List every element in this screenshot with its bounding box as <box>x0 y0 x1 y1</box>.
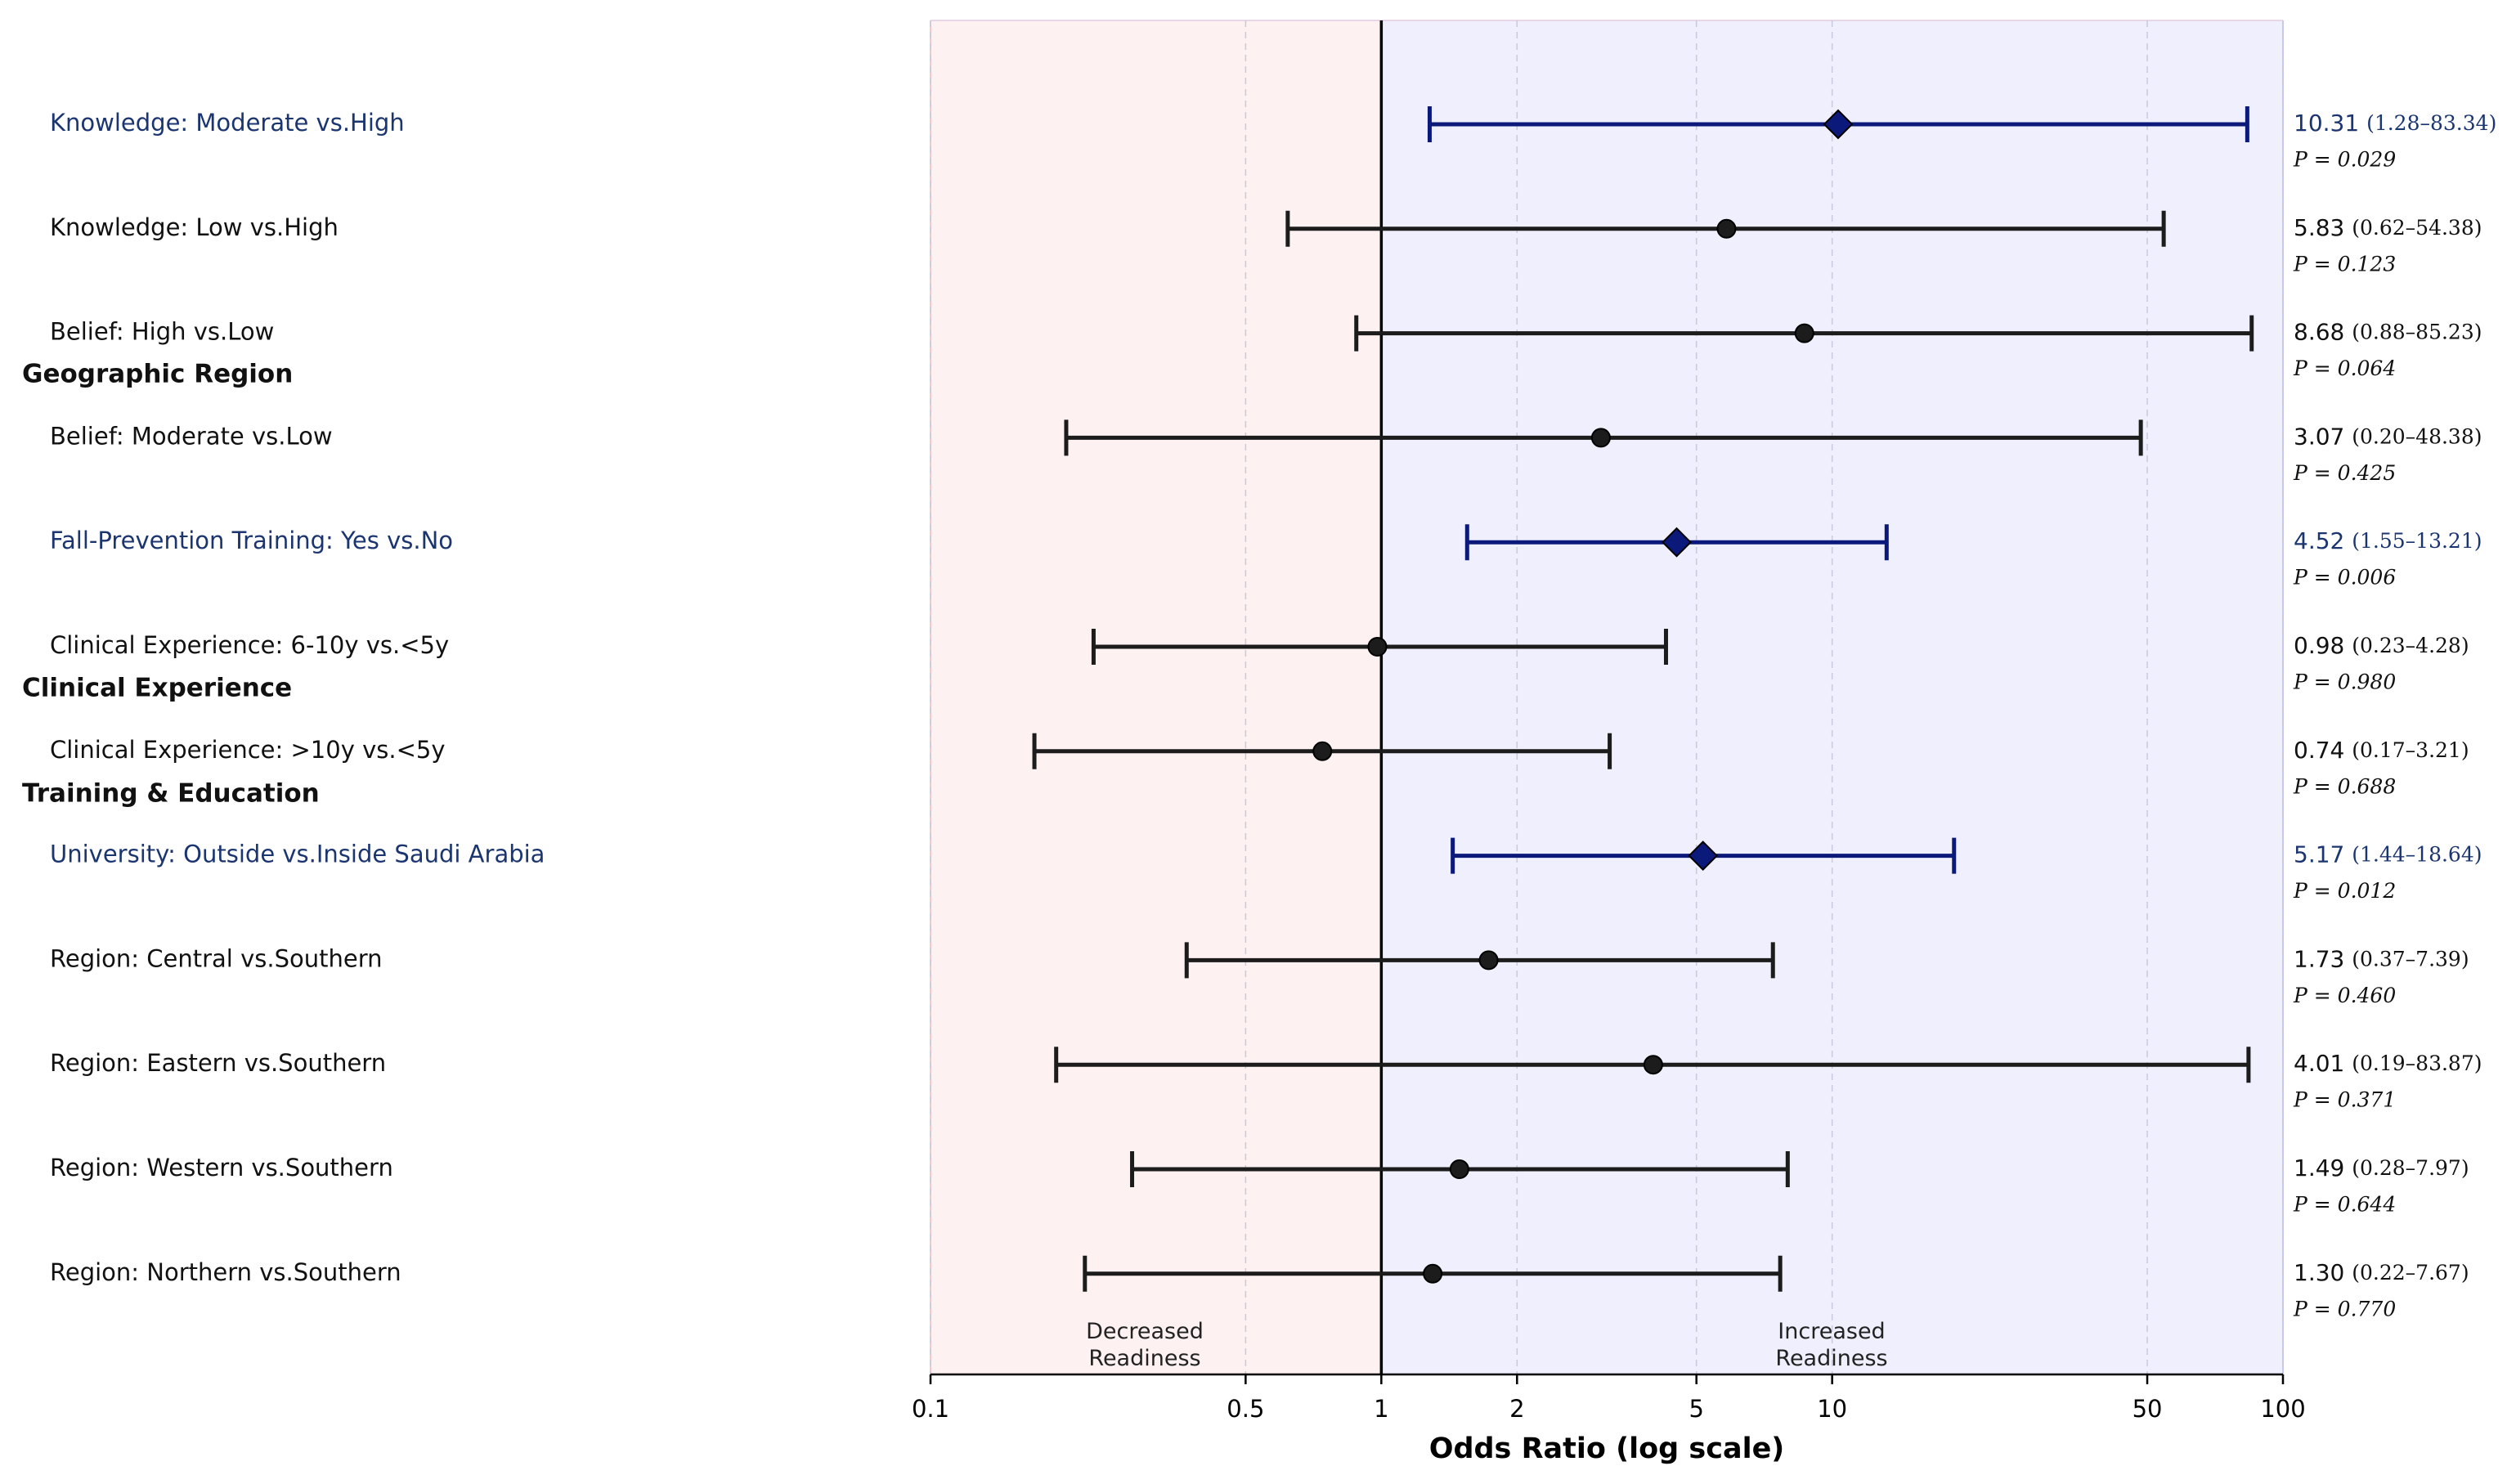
odds-ratio-label: 0.74 <box>2294 737 2344 764</box>
x-axis-label: Odds Ratio (log scale) <box>1429 1432 1785 1465</box>
odds-ratio-label: 4.01 <box>2294 1050 2344 1077</box>
p-value-label: P = 0.460 <box>2293 984 2396 1007</box>
p-value-label: P = 0.006 <box>2293 566 2396 590</box>
odds-ratio-label: 8.68 <box>2294 319 2344 346</box>
point-estimate <box>1823 109 1854 140</box>
row-label: Region: Eastern vs.Southern <box>50 1049 386 1077</box>
group-label: Geographic Region <box>22 360 293 389</box>
x-tick-label: 0.1 <box>912 1395 949 1423</box>
point-estimate <box>1688 841 1719 872</box>
ci-label: (0.37–7.39) <box>2352 947 2469 971</box>
region-decreased <box>931 20 1382 1374</box>
x-tick-label: 5 <box>1689 1395 1703 1423</box>
ci-label: (1.44–18.64) <box>2352 842 2482 866</box>
ci-label: (0.19–83.87) <box>2352 1051 2482 1075</box>
ci-label: (0.28–7.97) <box>2352 1156 2469 1180</box>
row-label: Knowledge: Moderate vs.High <box>50 109 405 137</box>
x-tick-label: 50 <box>2133 1395 2163 1423</box>
point-estimate <box>1449 1159 1469 1179</box>
point-estimate <box>1312 741 1333 761</box>
ci-label: (1.28–83.34) <box>2366 111 2496 135</box>
estimate-label: 1.30 (0.22–7.67) <box>2294 1259 2469 1286</box>
row-label: Region: Western vs.Southern <box>50 1154 393 1181</box>
odds-ratio-label: 1.49 <box>2294 1154 2344 1181</box>
p-value-label: P = 0.644 <box>2293 1193 2396 1217</box>
row-label: Clinical Experience: >10y vs.<5y <box>50 736 445 764</box>
row-label: Clinical Experience: 6-10y vs.<5y <box>50 631 449 659</box>
row-label: Belief: Moderate vs.Low <box>50 422 333 450</box>
odds-ratio-label: 4.52 <box>2294 527 2344 554</box>
point-estimate <box>1643 1055 1663 1075</box>
estimate-label: 5.17 (1.44–18.64) <box>2294 841 2482 868</box>
odds-ratio-label: 5.17 <box>2294 841 2344 868</box>
x-tick-label: 1 <box>1374 1395 1388 1423</box>
ci-label: (0.88–85.23) <box>2352 320 2482 343</box>
ci-label: (0.23–4.28) <box>2352 634 2469 657</box>
ci-label: (1.55–13.21) <box>2352 529 2482 553</box>
ci-label: (0.17–3.21) <box>2352 738 2469 761</box>
group-label: Training & Education <box>22 779 320 809</box>
point-estimate <box>1662 527 1692 558</box>
x-tick-label: 2 <box>1509 1395 1524 1423</box>
p-value-label: P = 0.980 <box>2293 670 2396 694</box>
point-estimate <box>1590 428 1611 448</box>
estimate-label: 1.49 (0.28–7.97) <box>2294 1154 2469 1181</box>
point-estimate <box>1423 1263 1443 1284</box>
estimate-label: 8.68 (0.88–85.23) <box>2294 319 2482 346</box>
x-tick-label: 10 <box>1817 1395 1847 1423</box>
row-label: Region: Central vs.Southern <box>50 944 382 972</box>
row-label: University: Outside vs.Inside Saudi Arab… <box>50 841 545 868</box>
odds-ratio-label: 0.98 <box>2294 632 2344 659</box>
estimate-label: 3.07 (0.20–48.38) <box>2294 423 2482 450</box>
p-value-label: P = 0.064 <box>2293 356 2396 380</box>
point-estimate <box>1716 218 1737 239</box>
estimate-label: 0.74 (0.17–3.21) <box>2294 737 2469 764</box>
group-label: Clinical Experience <box>22 674 292 703</box>
annotation: Increased Readiness <box>1775 1319 1888 1371</box>
p-value-label: P = 0.029 <box>2293 148 2396 172</box>
ci-label: (0.62–54.38) <box>2352 215 2482 239</box>
estimate-label: 1.73 (0.37–7.39) <box>2294 945 2469 972</box>
row-label: Region: Northern vs.Southern <box>50 1258 401 1286</box>
x-tick-label: 0.5 <box>1227 1395 1264 1423</box>
point-estimate <box>1794 323 1814 343</box>
estimate-label: 0.98 (0.23–4.28) <box>2294 632 2469 659</box>
p-value-label: P = 0.012 <box>2293 879 2396 903</box>
ci-label: (0.22–7.67) <box>2352 1260 2469 1284</box>
point-estimate <box>1478 950 1499 971</box>
estimate-label: 10.31 (1.28–83.34) <box>2294 110 2496 137</box>
row-label: Belief: High vs.Low <box>50 318 274 346</box>
odds-ratio-label: 1.73 <box>2294 945 2344 972</box>
row-label: Fall-Prevention Training: Yes vs.No <box>50 527 453 554</box>
p-value-label: P = 0.425 <box>2293 461 2396 485</box>
point-estimate <box>1367 637 1388 657</box>
p-value-label: P = 0.770 <box>2293 1297 2396 1320</box>
p-value-label: P = 0.688 <box>2293 774 2396 798</box>
x-tick-label: 100 <box>2260 1395 2305 1423</box>
annotation: Decreased Readiness <box>1086 1319 1204 1371</box>
p-value-label: P = 0.123 <box>2293 252 2396 276</box>
odds-ratio-label: 5.83 <box>2294 214 2344 241</box>
estimate-label: 5.83 (0.62–54.38) <box>2294 214 2482 241</box>
odds-ratio-label: 10.31 <box>2294 110 2359 137</box>
row-label: Knowledge: Low vs.High <box>50 213 339 241</box>
ci-label: (0.20–48.38) <box>2352 424 2482 448</box>
odds-ratio-label: 3.07 <box>2294 423 2344 450</box>
estimate-label: 4.52 (1.55–13.21) <box>2294 527 2482 554</box>
p-value-label: P = 0.371 <box>2293 1088 2396 1112</box>
estimate-label: 4.01 (0.19–83.87) <box>2294 1050 2482 1077</box>
odds-ratio-label: 1.30 <box>2294 1259 2344 1286</box>
